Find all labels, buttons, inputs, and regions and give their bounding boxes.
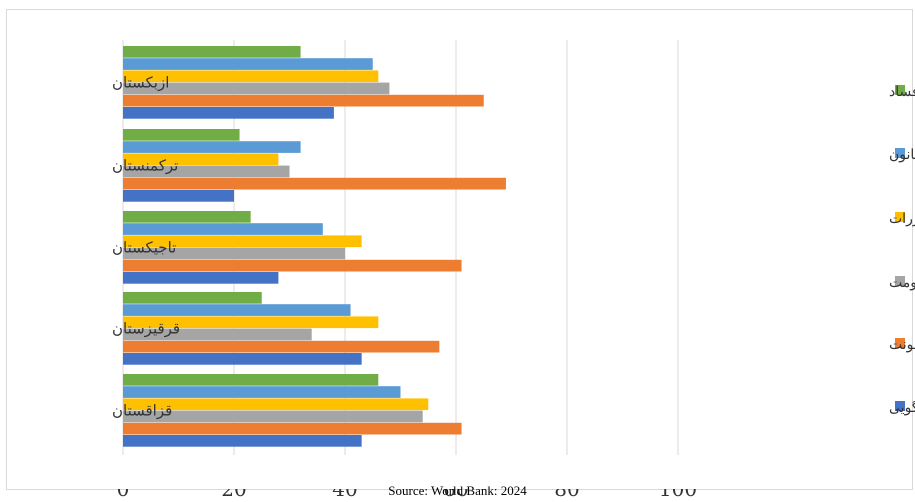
bar-5-category-2	[123, 177, 506, 190]
bar-4-category-4	[123, 328, 312, 341]
legend-swatch-3	[895, 212, 905, 222]
bar-5-category-3	[123, 259, 462, 272]
bar-6-category-2	[123, 190, 234, 202]
bar-2-category-2	[123, 141, 301, 153]
tick-mask	[7, 471, 912, 489]
bar-1-category-4	[123, 292, 262, 304]
legend-label-5: ثبات سیاسی و نبود خشونت	[889, 337, 915, 353]
legend-swatch-5	[895, 338, 905, 348]
bar-4-category-2	[123, 165, 290, 178]
bar-2-category-5	[123, 386, 401, 398]
category-label-4: قرقیزستان	[112, 320, 180, 338]
bar-1-category-2	[123, 129, 240, 141]
bar-2-category-3	[123, 223, 323, 235]
legend-label-1: کنترل فساد	[889, 84, 915, 100]
bar-2-category-4	[123, 304, 351, 316]
category-label-2: ترکمنستان	[112, 157, 178, 175]
bar-3-category-2	[123, 153, 279, 166]
bar-4-category-3	[123, 247, 345, 260]
bar-1-category-1	[123, 46, 301, 58]
legend-label-6: اظهارنظر و پاسخگویی	[889, 399, 915, 416]
bar-6-category-3	[123, 272, 279, 284]
bar-3-category-3	[123, 235, 362, 248]
legend-swatch-2	[895, 148, 905, 158]
bar-2-category-1	[123, 58, 373, 70]
bar-3-category-1	[123, 70, 379, 83]
bar-3-category-4	[123, 316, 379, 329]
category-label-3: تاجیکستان	[112, 239, 176, 257]
legend-label-4: اثربخشی حکومت	[889, 275, 915, 291]
bar-1-category-3	[123, 211, 251, 223]
legend-label-2: حاکمیت قانون	[889, 147, 915, 163]
legend-swatch-4	[895, 276, 905, 286]
chart-frame	[6, 9, 913, 490]
bar-4-category-1	[123, 82, 390, 95]
bar-5-category-1	[123, 94, 484, 107]
legend-label-3: کیفیت مقررات	[889, 211, 915, 227]
bar-1-category-5	[123, 374, 379, 386]
source-caption: Source: World Bank: 2024	[388, 483, 527, 498]
bar-6-category-1	[123, 107, 334, 119]
bar-6-category-5	[123, 435, 362, 447]
bar-4-category-5	[123, 410, 423, 423]
bar-5-category-4	[123, 340, 440, 353]
category-label-1: ازبکستان	[112, 74, 169, 92]
bar-6-category-4	[123, 353, 362, 365]
legend-swatch-6	[895, 401, 905, 411]
legend-swatch-1	[895, 85, 905, 95]
bar-5-category-5	[123, 422, 462, 435]
category-label-5: قزاقستان	[112, 402, 172, 420]
bar-3-category-5	[123, 398, 429, 411]
